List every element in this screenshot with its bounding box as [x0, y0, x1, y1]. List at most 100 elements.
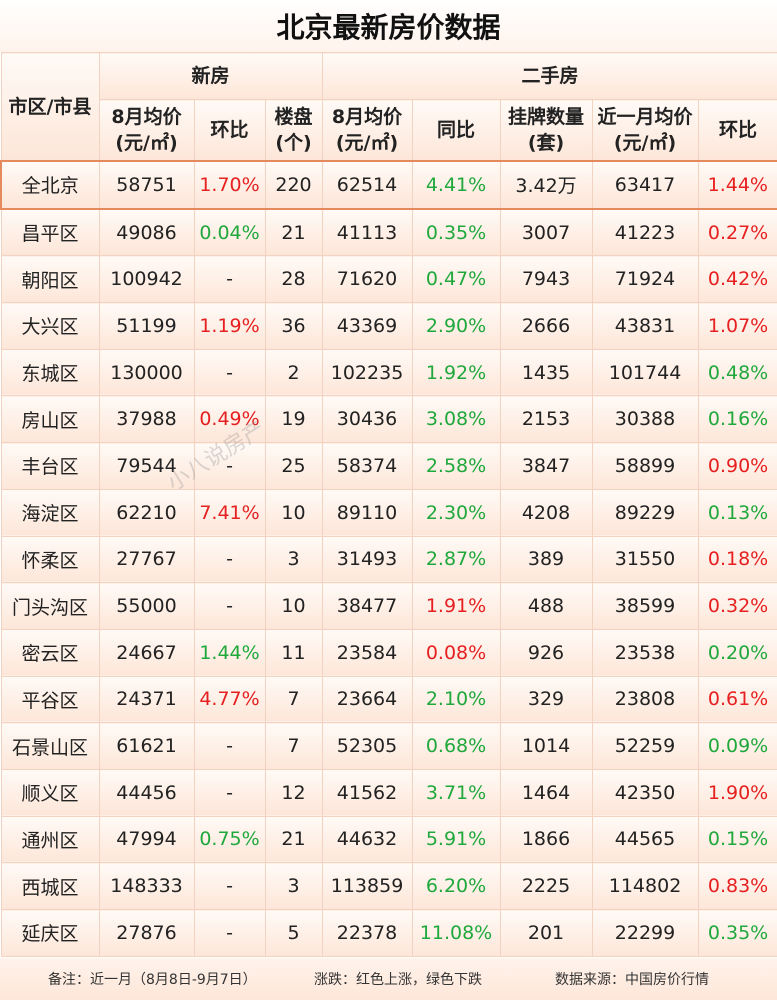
cell-district: 房山区	[0, 395, 100, 444]
cell-recent-avg-price: 101744	[591, 348, 699, 397]
cell-new-avg-price: 58751	[98, 160, 195, 210]
cell-district: 东城区	[0, 348, 100, 397]
cell-second-mom: 0.20%	[697, 628, 777, 677]
cell-second-yoy: 5.91%	[411, 815, 501, 864]
cell-second-mom: 1.90%	[697, 768, 777, 817]
cell-recent-avg-price: 58899	[591, 442, 699, 490]
cell-new-mom: 1.44%	[193, 628, 266, 677]
cell-new-avg-price: 27767	[98, 535, 195, 584]
cell-new-avg-price: 130000	[98, 348, 195, 397]
cell-second-mom: 0.27%	[697, 208, 777, 257]
cell-new-avg-price: 49086	[98, 208, 195, 257]
cell-new-mom: -	[193, 255, 266, 304]
cell-recent-avg-price: 44565	[591, 815, 699, 864]
cell-second-mom: 0.42%	[697, 255, 777, 304]
cell-second-yoy: 0.68%	[411, 722, 501, 770]
cell-new-mom: 7.41%	[193, 488, 266, 537]
cell-recent-avg-price: 42350	[591, 768, 699, 817]
cell-district: 顺义区	[0, 768, 100, 817]
cell-second-yoy: 3.71%	[411, 768, 501, 817]
cell-district: 昌平区	[0, 208, 100, 257]
cell-new-projects: 3	[264, 535, 323, 584]
cell-second-yoy: 2.87%	[411, 535, 501, 584]
cell-second-avg-price: 22378	[321, 909, 413, 957]
cell-second-mom: 0.09%	[697, 722, 777, 770]
cell-recent-avg-price: 23808	[591, 675, 699, 724]
cell-new-projects: 2	[264, 348, 323, 397]
cell-second-yoy: 2.10%	[411, 675, 501, 724]
cell-district: 门头沟区	[0, 582, 100, 630]
cell-new-projects: 10	[264, 582, 323, 630]
cell-new-projects: 28	[264, 255, 323, 304]
price-table: 市区/市县 新房 二手房 8月均价(元/㎡) 环比 楼盘(个) 8月均价(元/㎡…	[0, 52, 777, 957]
table-body: 全北京 58751 1.70% 220 62514 4.41% 3.42万 63417 1.44…	[0, 160, 777, 957]
cell-new-projects: 11	[264, 628, 323, 677]
cell-new-mom: -	[193, 862, 266, 910]
cell-new-avg-price: 44456	[98, 768, 195, 817]
cell-new-mom: 4.77%	[193, 675, 266, 724]
footer-source: 数据来源：中国房价行情	[555, 972, 709, 988]
cell-second-yoy: 11.08%	[411, 909, 501, 957]
cell-new-avg-price: 148333	[98, 862, 195, 910]
cell-new-projects: 5	[264, 909, 323, 957]
cell-second-yoy: 2.30%	[411, 488, 501, 537]
cell-listings: 3007	[499, 208, 593, 257]
cell-second-avg-price: 41113	[321, 208, 413, 257]
cell-district: 大兴区	[0, 302, 100, 350]
table-row: 丰台区 79544-25 58374 2.58% 3847 58899 0.90%	[0, 442, 777, 490]
cell-new-avg-price: 24371	[98, 675, 195, 724]
cell-second-avg-price: 23584	[321, 628, 413, 677]
cell-second-mom: 0.18%	[697, 535, 777, 584]
cell-listings: 201	[499, 909, 593, 957]
cell-district: 密云区	[0, 628, 100, 677]
cell-new-avg-price: 47994	[98, 815, 195, 864]
cell-second-avg-price: 58374	[321, 442, 413, 490]
cell-recent-avg-price: 114802	[591, 862, 699, 910]
cell-second-avg-price: 52305	[321, 722, 413, 770]
cell-new-projects: 7	[264, 675, 323, 724]
cell-second-yoy: 4.41%	[411, 160, 501, 210]
cell-second-yoy: 0.47%	[411, 255, 501, 304]
cell-recent-avg-price: 71924	[591, 255, 699, 304]
table-row: 房山区 37988 0.49% 19 30436 3.08% 2153 30388 0.16%	[0, 395, 777, 444]
cell-recent-avg-price: 43831	[591, 302, 699, 350]
cell-new-mom: -	[193, 768, 266, 817]
cell-listings: 3847	[499, 442, 593, 490]
cell-new-avg-price: 24667	[98, 628, 195, 677]
cell-second-mom: 0.35%	[697, 909, 777, 957]
cell-second-mom: 0.13%	[697, 488, 777, 537]
cell-new-avg-price: 100942	[98, 255, 195, 304]
cell-second-mom: 0.16%	[697, 395, 777, 444]
cell-new-mom: 0.49%	[193, 395, 266, 444]
cell-second-avg-price: 62514	[321, 160, 413, 210]
table-row: 密云区 24667 1.44% 11 23584 0.08% 926 23538 0.20%	[0, 628, 777, 677]
cell-new-projects: 21	[264, 815, 323, 864]
cell-district: 平谷区	[0, 675, 100, 724]
cell-new-projects: 36	[264, 302, 323, 350]
cell-second-avg-price: 43369	[321, 302, 413, 350]
cell-recent-avg-price: 22299	[591, 909, 699, 957]
new-house-header: 新房	[98, 52, 323, 100]
cell-new-mom: 0.75%	[193, 815, 266, 864]
cell-listings: 1866	[499, 815, 593, 864]
cell-second-mom: 0.83%	[697, 862, 777, 910]
cell-new-projects: 10	[264, 488, 323, 537]
cell-new-avg-price: 37988	[98, 395, 195, 444]
cell-second-avg-price: 23664	[321, 675, 413, 724]
cell-second-avg-price: 30436	[321, 395, 413, 444]
cell-second-yoy: 6.20%	[411, 862, 501, 910]
col-listings: 挂牌数量(套)	[499, 99, 593, 162]
cell-listings: 329	[499, 675, 593, 724]
cell-new-avg-price: 61621	[98, 722, 195, 770]
table-row: 东城区 130000-2 102235 1.92% 1435 101744 0.48%	[0, 348, 777, 397]
cell-recent-avg-price: 41223	[591, 208, 699, 257]
cell-listings: 389	[499, 535, 593, 584]
table-row: 通州区 47994 0.75% 21 44632 5.91% 1866 44565 0.15%	[0, 815, 777, 864]
cell-listings: 4208	[499, 488, 593, 537]
cell-listings: 1435	[499, 348, 593, 397]
cell-second-avg-price: 89110	[321, 488, 413, 537]
cell-new-projects: 19	[264, 395, 323, 444]
cell-new-projects: 3	[264, 862, 323, 910]
district-header: 市区/市县	[0, 52, 100, 162]
cell-second-mom: 1.44%	[697, 160, 777, 210]
